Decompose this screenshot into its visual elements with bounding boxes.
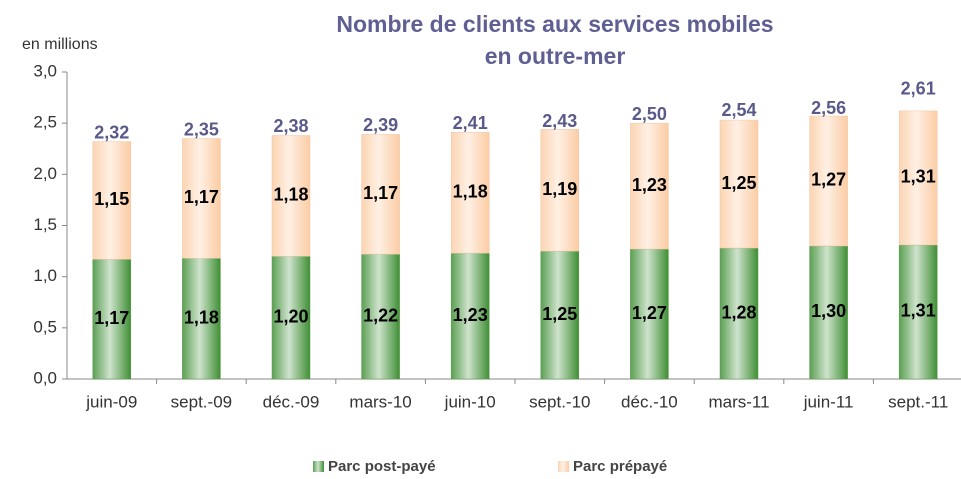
bar-segment <box>450 132 490 254</box>
total-label: 2,50 <box>632 104 667 124</box>
bar-segment <box>630 248 669 380</box>
x-tick-label: sept.-10 <box>529 392 590 411</box>
total-label: 2,41 <box>453 113 488 133</box>
segment-label: 1,17 <box>94 308 129 328</box>
x-tick-label: juin-10 <box>444 392 496 411</box>
bar-segment <box>719 119 759 249</box>
segment-label: 1,31 <box>901 301 936 321</box>
segment-label: 1,31 <box>901 167 936 187</box>
segment-label: 1,18 <box>453 182 488 202</box>
segment-label: 1,20 <box>273 306 308 326</box>
bar-segment <box>92 259 132 380</box>
bar-segment <box>809 245 848 380</box>
x-tick-label: déc.-09 <box>263 392 320 411</box>
bar-segment <box>182 138 221 259</box>
segment-label: 1,17 <box>363 183 398 203</box>
chart-title: Nombre de clients aux services mobiles e… <box>336 11 774 69</box>
total-label: 2,54 <box>721 100 756 120</box>
bar-segment <box>898 110 938 246</box>
legend-label: Parc post-payé <box>328 458 436 475</box>
legend-label: Parc prépayé <box>573 458 667 475</box>
segment-label: 1,22 <box>363 305 398 325</box>
segment-label: 1,25 <box>542 304 577 324</box>
y-tick-label: 0,5 <box>33 317 57 336</box>
segment-label: 1,18 <box>273 185 308 205</box>
segment-label: 1,27 <box>811 170 846 190</box>
bar-segment <box>450 252 490 380</box>
bar-segment <box>271 135 311 257</box>
y-tick-label: 2,0 <box>33 164 57 183</box>
bar-segment <box>898 244 938 380</box>
segment-label: 1,27 <box>632 303 667 323</box>
segment-label: 1,23 <box>632 175 667 195</box>
y-tick-label: 0,0 <box>33 368 57 387</box>
bar-segment <box>271 255 311 380</box>
x-tick-label: mars-10 <box>349 392 411 411</box>
segment-label: 1,23 <box>453 305 488 325</box>
bar-segment <box>182 257 221 380</box>
x-tick-label: déc.-10 <box>621 392 678 411</box>
segment-label: 1,30 <box>811 301 846 321</box>
total-label: 2,38 <box>273 116 308 136</box>
x-tick-label: mars-11 <box>708 392 769 411</box>
x-tick-label: sept.-11 <box>888 392 948 411</box>
x-tick-label: juin-09 <box>85 392 137 411</box>
legend-swatch <box>313 461 324 472</box>
total-label: 2,56 <box>811 98 846 118</box>
y-axis-label: en millions <box>22 36 98 53</box>
y-tick-label: 1,0 <box>33 266 57 285</box>
segment-label: 1,15 <box>94 189 129 209</box>
total-label: 2,61 <box>901 79 936 99</box>
total-label: 2,32 <box>94 122 129 142</box>
bar-segment <box>540 129 580 252</box>
segment-label: 1,17 <box>184 187 219 207</box>
y-tick-label: 3,0 <box>33 61 57 80</box>
bar-segment <box>92 141 132 260</box>
y-tick-label: 2,5 <box>33 113 57 132</box>
x-tick-label: juin-11 <box>803 392 854 411</box>
segment-label: 1,18 <box>184 307 219 327</box>
segment-label: 1,19 <box>542 179 577 199</box>
total-label: 2,39 <box>363 115 398 135</box>
bar-segment <box>361 134 400 255</box>
bar-segment <box>361 253 400 380</box>
bar-segment <box>630 122 669 250</box>
segment-label: 1,25 <box>721 173 756 193</box>
total-label: 2,35 <box>184 119 219 139</box>
y-tick-label: 1,5 <box>33 215 57 234</box>
total-label: 2,43 <box>542 111 577 131</box>
legend-swatch <box>558 461 569 472</box>
bar-segment <box>809 115 848 247</box>
segment-label: 1,28 <box>721 302 756 322</box>
x-tick-label: sept.-09 <box>171 392 232 411</box>
